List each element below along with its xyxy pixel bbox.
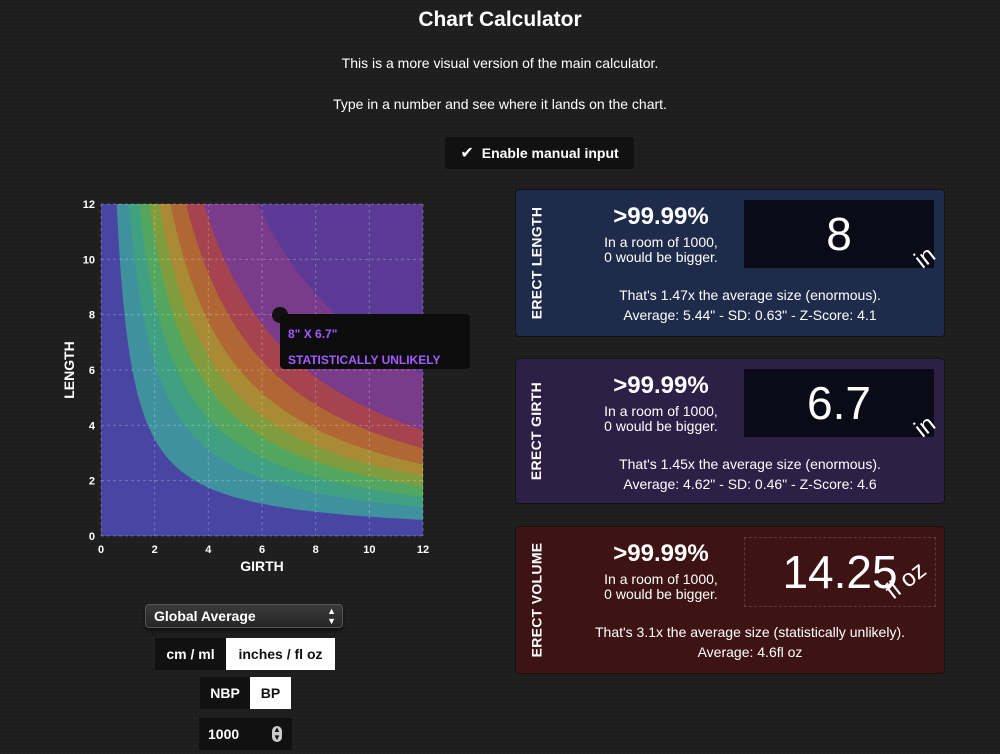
y-tick-label: 10: [83, 254, 95, 266]
room-size-value: 1000: [208, 726, 240, 742]
x-tick-label: 12: [417, 544, 429, 556]
unit-imperial-button[interactable]: inches / fl oz: [226, 638, 335, 670]
girth-stats-line: Average: 4.62" - SD: 0.46" - Z-Score: 4.…: [623, 476, 877, 492]
volume-percentile: >99.99%: [613, 540, 709, 567]
volume-room-line1: In a room of 1000,: [604, 571, 718, 587]
girth-room-line1: In a room of 1000,: [604, 403, 718, 419]
y-axis-label: LENGTH: [61, 341, 77, 399]
length-card-label: ERECT LENGTH: [528, 206, 544, 320]
volume-room-line2: 0 would be bigger.: [604, 586, 718, 602]
size-chart[interactable]: 0 2 4 6 8 10 12 0 2 4 6 8 10 12 GIRTH LENGTH: [55, 190, 445, 580]
length-room-line2: 0 would be bigger.: [604, 249, 718, 265]
chart-svg: 0 2 4 6 8 10 12 0 2 4 6 8 10 12 GIRTH LENGTH: [61, 199, 429, 574]
unit-toggle: cm / ml inches / fl oz: [155, 638, 335, 670]
length-room-line1: In a room of 1000,: [604, 234, 718, 250]
manual-input-label: Enable manual input: [481, 145, 619, 161]
girth-room-line2: 0 would be bigger.: [604, 418, 718, 434]
length-card: ERECT LENGTH >99.99% In a room of 1000, …: [516, 190, 944, 336]
chart-grid: [100, 203, 424, 537]
x-tick-label: 4: [205, 544, 212, 556]
volume-stats-line: Average: 4.6fl oz: [697, 644, 803, 660]
tooltip-size: 8" X 6.7": [288, 327, 338, 341]
length-percentile: >99.99%: [613, 203, 709, 230]
y-tick-label: 6: [89, 365, 95, 377]
x-tick-label: 10: [363, 544, 375, 556]
y-tick-label: 8: [89, 310, 95, 322]
mode-nbp-button[interactable]: NBP: [200, 677, 250, 709]
manual-input-toggle[interactable]: ✔ Enable manual input: [445, 137, 634, 169]
checkmark-icon: ✔: [460, 145, 474, 162]
stepper-icon[interactable]: ▲ ▼: [272, 725, 282, 742]
page-title: Chart Calculator: [418, 8, 582, 31]
volume-card: ERECT VOLUME >99.99% In a room of 1000, …: [516, 527, 944, 673]
volume-value: 14.25: [744, 537, 936, 607]
girth-card: ERECT GIRTH >99.99% In a room of 1000, 0…: [516, 359, 944, 503]
unit-metric-button[interactable]: cm / ml: [155, 638, 226, 670]
length-stats-line: Average: 5.44" - SD: 0.63" - Z-Score: 4.…: [623, 307, 877, 323]
dataset-select[interactable]: Global Average ▲ ▼: [145, 604, 343, 628]
dataset-select-value: Global Average: [154, 608, 256, 624]
x-tick-label: 6: [259, 544, 265, 556]
y-tick-label: 2: [89, 476, 95, 488]
length-average-line: That's 1.47x the average size (enormous)…: [619, 287, 881, 303]
volume-average-line: That's 3.1x the average size (statistica…: [594, 624, 906, 640]
chart-band: [101, 204, 423, 536]
y-axis-ticks: 0 2 4 6 8 10 12: [83, 199, 96, 543]
girth-average-line: That's 1.45x the average size (enormous)…: [619, 456, 881, 472]
mode-toggle: NBP BP: [200, 677, 291, 709]
tooltip-rating: STATISTICALLY UNLIKELY: [288, 353, 441, 367]
length-value[interactable]: 8: [744, 200, 934, 268]
girth-percentile: >99.99%: [613, 372, 709, 399]
x-axis-label: GIRTH: [240, 558, 284, 574]
x-tick-label: 8: [313, 544, 319, 556]
mode-bp-button[interactable]: BP: [250, 677, 291, 709]
girth-card-label: ERECT GIRTH: [528, 381, 545, 481]
x-tick-label: 2: [152, 544, 158, 556]
x-tick-label: 0: [98, 544, 104, 556]
volume-card-label: ERECT VOLUME: [528, 542, 545, 658]
chart-band: [101, 204, 423, 536]
chart-bands: [101, 204, 423, 536]
x-axis-ticks: 0 2 4 6 8 10 12: [98, 544, 429, 556]
y-tick-label: 0: [89, 531, 95, 543]
subtitle-1: This is a more visual version of the mai…: [341, 55, 659, 71]
room-size-input[interactable]: 1000 ▲ ▼: [199, 718, 292, 750]
y-tick-label: 12: [83, 199, 95, 211]
chart-tooltip: 8" X 6.7" STATISTICALLY UNLIKELY: [280, 314, 470, 369]
subtitle-2: Type in a number and see where it lands …: [333, 96, 667, 112]
y-tick-label: 4: [89, 420, 96, 432]
select-arrows-icon: ▲ ▼: [327, 606, 336, 626]
girth-value[interactable]: 6.7: [744, 369, 934, 437]
